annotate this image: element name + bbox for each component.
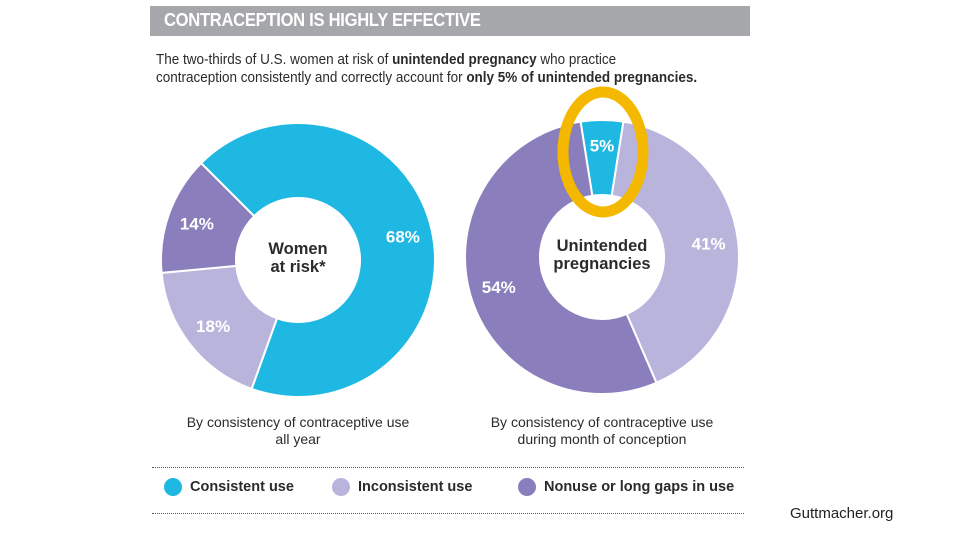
source-credit: Guttmacher.org <box>790 505 894 522</box>
slice-label-nonuse: 14% <box>180 215 214 234</box>
legend-swatch-consistent <box>164 478 182 496</box>
legend-item-inconsistent: Inconsistent use <box>332 478 472 496</box>
legend-swatch-nonuse <box>518 478 536 496</box>
caption-line: all year <box>275 431 321 447</box>
slice-label-inconsistent: 18% <box>196 317 230 336</box>
slice-label-nonuse: 54% <box>482 278 516 297</box>
slice-label-consistent: 68% <box>386 228 420 247</box>
caption-line: during month of conception <box>517 431 687 447</box>
slice-label-inconsistent: 41% <box>692 235 726 254</box>
subtitle-emphasis: unintended pregnancy <box>392 52 537 68</box>
subtitle: The two-thirds of U.S. women at risk of … <box>156 51 733 87</box>
legend-label: Inconsistent use <box>358 479 473 495</box>
legend-item-consistent: Consistent use <box>164 478 294 496</box>
slice-inconsistent <box>160 264 279 391</box>
title-banner: CONTRACEPTION IS HIGHLY EFFECTIVE <box>150 6 750 36</box>
chart-title: CONTRACEPTION IS HIGHLY EFFECTIVE <box>164 10 481 30</box>
legend-label: Nonuse or long gaps in use <box>544 479 735 495</box>
slice-nonuse <box>463 120 658 395</box>
legend-swatch-inconsistent <box>332 478 350 496</box>
subtitle-line-2: contraception consistently and correctly… <box>156 69 733 87</box>
center-label-line: Women <box>268 240 327 258</box>
legend: Consistent use Inconsistent use Nonuse o… <box>160 478 760 504</box>
caption-line: By consistency of contraceptive use <box>490 414 714 430</box>
left-chart-caption: By consistency of contraceptive use all … <box>168 414 428 448</box>
slice-nonuse <box>160 161 256 274</box>
subtitle-line-1: The two-thirds of U.S. women at risk of … <box>156 51 733 69</box>
slice-label-consistent: 5% <box>590 137 615 156</box>
slice-inconsistent <box>610 120 740 385</box>
right-chart-caption: By consistency of contraceptive use duri… <box>472 414 732 448</box>
center-label-line: at risk* <box>270 258 326 276</box>
center-label-line: pregnancies <box>553 255 650 273</box>
legend-label: Consistent use <box>190 479 294 495</box>
caption-line: By consistency of contraceptive use <box>186 414 410 430</box>
legend-divider-bottom <box>152 513 744 514</box>
legend-item-nonuse: Nonuse or long gaps in use <box>518 478 734 496</box>
legend-divider-top <box>152 467 744 468</box>
subtitle-text: The two-thirds of U.S. women at risk of <box>156 52 393 68</box>
center-label-line: Unintended <box>557 237 648 255</box>
highlight-ring <box>557 86 649 218</box>
subtitle-emphasis: only 5% of unintended pregnancies. <box>466 70 698 86</box>
subtitle-text: contraception consistently and correctly… <box>156 70 467 86</box>
slice-consistent <box>199 122 436 398</box>
subtitle-text: who practice <box>536 52 617 68</box>
